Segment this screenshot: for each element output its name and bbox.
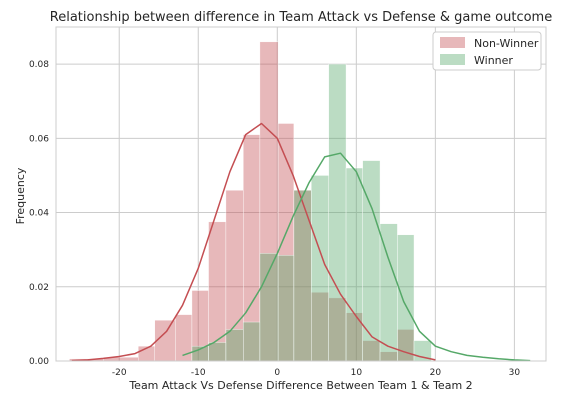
legend-label-non-winner: Non-Winner (474, 37, 539, 50)
y-tick-label: 0.08 (29, 60, 49, 70)
bar-winner (293, 190, 312, 362)
x-tick-label: 0 (274, 368, 280, 378)
legend-frame (432, 31, 542, 71)
bar-winner (397, 234, 415, 362)
legend-swatch-winner (440, 54, 465, 65)
x-axis-label: Team Attack Vs Defense Difference Betwee… (128, 379, 472, 392)
plot-frame (55, 26, 547, 362)
bar-winner (277, 255, 295, 362)
chart-title: Relationship between difference in Team … (50, 10, 552, 25)
legend: Non-Winner Winner (432, 31, 542, 71)
bar-winner (225, 329, 244, 362)
y-tick-label: 0.06 (29, 134, 49, 144)
bar-winner (379, 223, 398, 362)
y-tick-label: 0.02 (29, 283, 49, 293)
legend-swatch-non-winner (440, 37, 465, 48)
bar-winner (345, 167, 363, 362)
legend-label-winner: Winner (474, 54, 513, 67)
x-tick-label: 10 (351, 368, 363, 378)
kde-curves (71, 122, 531, 362)
y-tick-label: 0.04 (29, 209, 49, 219)
kde-line-non-winner (71, 122, 436, 362)
x-tick-label: 20 (430, 368, 442, 378)
y-tick-label: 0.00 (29, 357, 49, 367)
bar-non-winner (175, 314, 193, 362)
x-tick-label: -20 (112, 368, 127, 378)
bar-winner (208, 342, 227, 362)
kde-line-winner (182, 152, 531, 362)
bar-winner (362, 160, 381, 362)
x-tick-label: -10 (191, 368, 206, 378)
histogram-bars (69, 41, 432, 362)
y-axis-label: Frequency (14, 167, 27, 224)
x-tick-label: 30 (509, 368, 521, 378)
tick-labels: -20 -10 0 10 20 30 0.00 0.02 0.04 0.06 0.08 (29, 60, 520, 378)
bar-winner (328, 63, 347, 362)
bar-non-winner (154, 319, 176, 362)
bar-winner (243, 321, 261, 362)
